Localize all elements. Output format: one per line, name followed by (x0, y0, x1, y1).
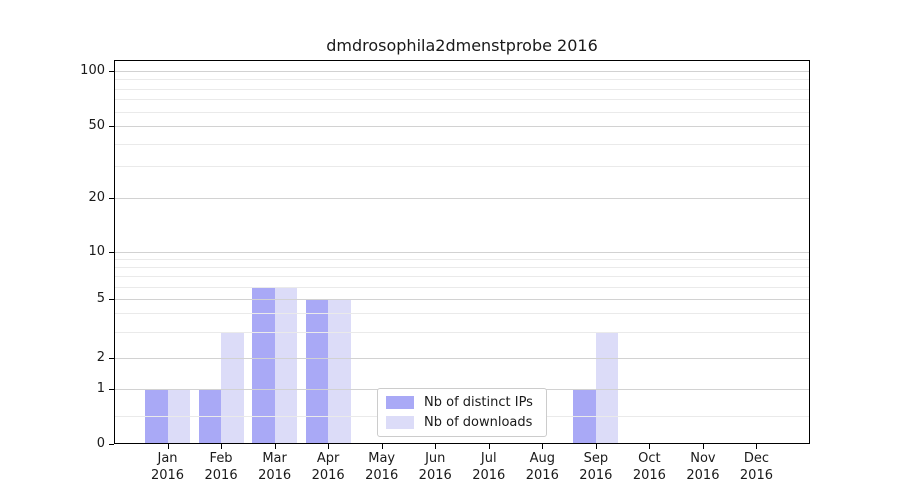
bar-downloads-sep (595, 331, 619, 444)
gridline-minor-7 (114, 276, 810, 278)
gridline-minor-70 (114, 99, 810, 101)
x-tick-label-mar: Mar 2016 (258, 451, 292, 483)
gridline-minor-6 (114, 286, 810, 288)
gridline-minor-3 (114, 331, 810, 333)
y-tick-label-100: 100 (80, 63, 105, 78)
legend: Nb of distinct IPs Nb of downloads (377, 388, 547, 437)
gridline-minor-60 (114, 111, 810, 113)
bar-downloads-feb (221, 331, 244, 444)
gridline-major-2 (114, 358, 810, 359)
gridline-major-10 (114, 252, 810, 253)
x-tick-mark-jun (435, 443, 437, 449)
x-tick-mark-feb (221, 443, 223, 449)
x-tick-label-nov: Nov 2016 (686, 451, 720, 483)
x-tick-label-apr: Apr 2016 (311, 451, 345, 483)
y-tick-label-2: 2 (96, 350, 105, 365)
x-tick-mark-oct (649, 443, 651, 449)
y-tick-mark-5 (109, 299, 114, 300)
y-tick-mark-100 (109, 71, 114, 72)
y-tick-mark-10 (109, 252, 114, 253)
y-tick-label-10: 10 (88, 244, 105, 259)
y-tick-mark-20 (109, 198, 114, 199)
y-tick-mark-0 (109, 443, 114, 445)
y-tick-label-20: 20 (88, 190, 105, 205)
y-tick-label-5: 5 (96, 291, 105, 306)
x-tick-mark-aug (542, 443, 544, 449)
gridline-major-20 (114, 198, 810, 199)
x-tick-mark-jul (488, 443, 490, 449)
x-tick-mark-may (381, 443, 383, 449)
y-tick-mark-1 (109, 388, 114, 390)
gridline-major-50 (114, 126, 810, 127)
y-tick-mark-2 (109, 358, 114, 359)
legend-item-distinct-ips: Nb of distinct IPs (386, 395, 538, 410)
x-tick-mark-apr (328, 443, 330, 449)
y-tick-label-1: 1 (96, 380, 105, 396)
x-tick-label-feb: Feb 2016 (204, 451, 238, 483)
x-tick-mark-dec (756, 443, 758, 449)
chart-title: dmdrosophila2dmenstprobe 2016 (326, 36, 598, 55)
bar-downloads-mar (274, 286, 298, 444)
bar-downloads-apr (328, 299, 351, 444)
bar-distinct-ips-mar (252, 286, 275, 444)
x-tick-mark-jan (167, 443, 169, 449)
gridline-major-100 (114, 71, 810, 72)
legend-swatch-distinct-ips (386, 396, 414, 409)
legend-label-distinct-ips: Nb of distinct IPs (424, 395, 533, 410)
y-tick-mark-50 (109, 126, 114, 127)
x-tick-mark-sep (595, 443, 597, 449)
bar-distinct-ips-apr (305, 299, 329, 444)
gridline-minor-40 (114, 143, 810, 145)
x-tick-label-may: May 2016 (365, 451, 399, 483)
x-tick-label-jul: Jul 2016 (472, 451, 506, 483)
x-tick-mark-nov (702, 443, 704, 449)
x-tick-label-aug: Aug 2016 (525, 451, 559, 483)
gridline-major-5 (114, 299, 810, 300)
x-tick-label-dec: Dec 2016 (739, 451, 773, 483)
gridline-minor-4 (114, 313, 810, 315)
x-tick-mark-mar (274, 443, 276, 449)
x-tick-label-jun: Jun 2016 (418, 451, 452, 483)
x-tick-label-sep: Sep 2016 (579, 451, 613, 483)
x-tick-label-oct: Oct 2016 (632, 451, 666, 483)
gridline-minor-8 (114, 267, 810, 269)
gridline-minor-80 (114, 88, 810, 90)
y-tick-label-50: 50 (88, 118, 105, 133)
legend-label-downloads: Nb of downloads (424, 415, 533, 430)
legend-swatch-downloads (386, 416, 414, 429)
legend-item-downloads: Nb of downloads (386, 415, 538, 430)
gridline-minor-90 (114, 79, 810, 81)
y-tick-label-0: 0 (96, 435, 105, 451)
gridline-minor-9 (114, 259, 810, 261)
plot-area (114, 60, 810, 444)
x-tick-label-jan: Jan 2016 (150, 451, 185, 483)
gridline-minor-30 (114, 166, 810, 168)
